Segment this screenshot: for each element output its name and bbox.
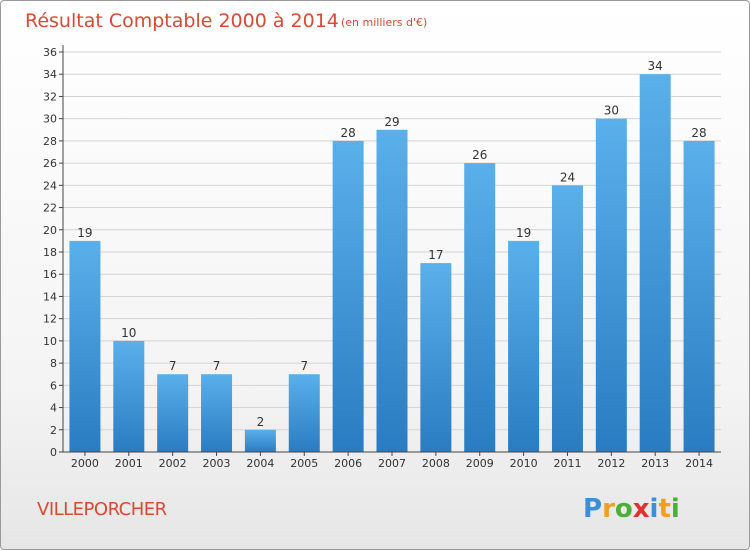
y-tick-label: 28	[43, 135, 57, 148]
y-tick-label: 8	[50, 357, 57, 370]
y-tick-label: 34	[43, 68, 57, 81]
x-tick-label: 2005	[290, 457, 318, 470]
y-tick-label: 14	[43, 290, 57, 303]
x-tick-label: 2006	[334, 457, 362, 470]
y-tick-label: 4	[50, 402, 57, 415]
proxiti-logo: Proxiti	[583, 494, 680, 524]
x-tick-label: 2012	[597, 457, 625, 470]
bar-value-label: 19	[516, 226, 531, 240]
x-tick-label: 2013	[641, 457, 669, 470]
bar-value-label: 28	[340, 126, 355, 140]
x-tick-label: 2002	[159, 457, 187, 470]
y-tick-label: 36	[43, 46, 57, 59]
bar-value-label: 10	[121, 326, 136, 340]
logo-letter: t	[658, 494, 670, 524]
x-tick-label: 2003	[203, 457, 231, 470]
bar-2014	[683, 140, 715, 452]
y-tick-label: 16	[43, 268, 57, 281]
bar-2000	[69, 240, 101, 452]
bar-value-label: 28	[691, 126, 706, 140]
y-tick-label: 20	[43, 224, 57, 237]
bar-value-label: 7	[300, 359, 308, 373]
bar-2010	[508, 240, 540, 452]
x-tick-label: 2014	[685, 457, 713, 470]
x-tick-label: 2008	[422, 457, 450, 470]
y-tick-label: 22	[43, 202, 57, 215]
bar-2002	[157, 374, 189, 452]
bar-value-label: 26	[472, 148, 487, 162]
bar-2007	[376, 129, 408, 452]
x-tick-label: 2004	[246, 457, 274, 470]
bar-2011	[551, 185, 583, 453]
y-tick-label: 30	[43, 113, 57, 126]
x-tick-label: 2000	[71, 457, 99, 470]
bar-value-label: 24	[560, 170, 575, 184]
x-tick-label: 2009	[466, 457, 494, 470]
y-tick-label: 26	[43, 157, 57, 170]
y-tick-label: 24	[43, 179, 57, 192]
x-tick-label: 2011	[553, 457, 581, 470]
y-tick-label: 12	[43, 313, 57, 326]
bar-value-label: 19	[77, 226, 92, 240]
logo-letter: r	[602, 494, 615, 524]
logo-letter: o	[615, 494, 633, 524]
logo-letter: P	[583, 494, 602, 524]
chart-title: Résultat Comptable 2000 à 2014	[25, 10, 339, 32]
bar-value-label: 7	[213, 359, 221, 373]
bar-2013	[639, 74, 671, 452]
y-tick-label: 18	[43, 246, 57, 259]
y-tick-label: 0	[50, 446, 57, 459]
bar-2003	[201, 374, 233, 452]
bar-value-label: 2	[257, 415, 265, 429]
x-axis-ticks: 2000 2001 2002 2003 2004 2005 2006 2007 2008 2009…	[71, 452, 713, 470]
bar-2012	[595, 118, 627, 453]
bar-2009	[464, 163, 496, 452]
bar-2005	[288, 374, 320, 452]
y-tick-label: 10	[43, 335, 57, 348]
y-tick-label: 2	[50, 424, 57, 437]
bar-value-label: 30	[604, 104, 619, 118]
bar-value-label: 29	[384, 115, 399, 129]
bar-2006	[332, 140, 364, 452]
chart-subtitle: (en milliers d'€)	[341, 16, 427, 29]
bar-2004	[244, 429, 276, 452]
bar-value-label: 17	[428, 248, 443, 262]
bars	[69, 74, 715, 453]
x-tick-label: 2010	[510, 457, 538, 470]
x-tick-label: 2001	[115, 457, 143, 470]
y-tick-label: 32	[43, 90, 57, 103]
bar-value-label: 7	[169, 359, 177, 373]
logo-letter: i	[650, 494, 659, 524]
y-tick-label: 6	[50, 379, 57, 392]
commune-name: VILLEPORCHER	[37, 499, 167, 520]
bar-value-label: 34	[648, 59, 663, 73]
x-tick-label: 2007	[378, 457, 406, 470]
logo-letter: x	[633, 494, 650, 524]
logo-letter: i	[671, 494, 680, 524]
bar-2008	[420, 263, 452, 452]
bar-2001	[113, 340, 145, 452]
